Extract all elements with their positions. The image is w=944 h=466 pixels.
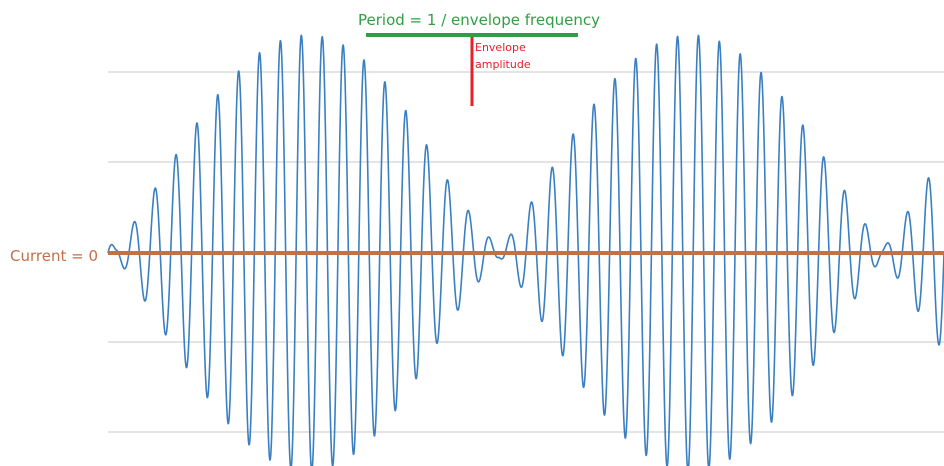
envelope-label-line1: Envelope (475, 41, 526, 54)
current-zero-label: Current = 0 (10, 247, 98, 265)
envelope-label-line2: amplitude (475, 58, 531, 71)
period-label: Period = 1 / envelope frequency (358, 11, 600, 29)
waveform-line (107, 34, 944, 466)
